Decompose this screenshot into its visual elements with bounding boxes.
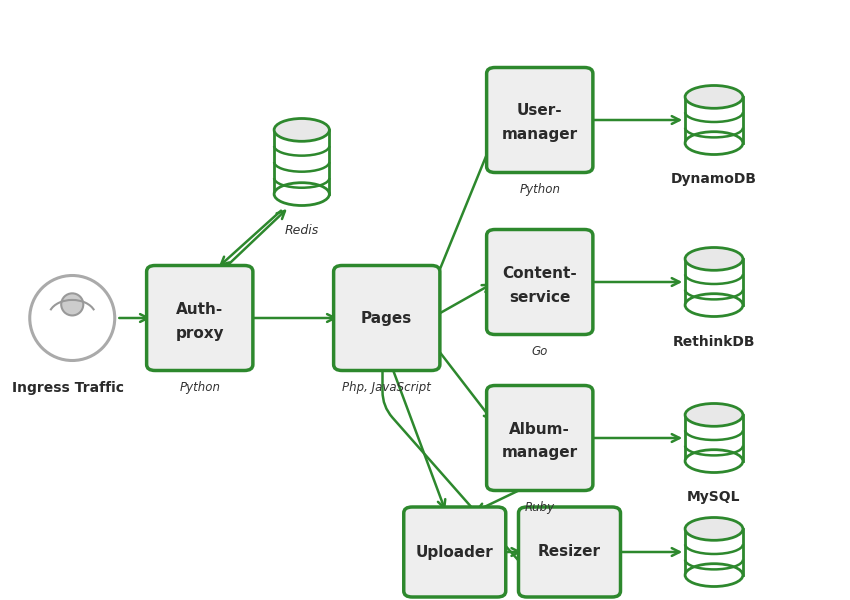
Text: Ruby: Ruby bbox=[524, 502, 555, 514]
Text: Pages: Pages bbox=[361, 311, 412, 325]
Bar bbox=[685, 529, 743, 575]
Text: Ingress Traffic: Ingress Traffic bbox=[12, 381, 124, 395]
Text: Go: Go bbox=[531, 346, 548, 358]
FancyBboxPatch shape bbox=[404, 507, 506, 597]
Text: Resizer: Resizer bbox=[538, 545, 601, 559]
Ellipse shape bbox=[685, 247, 743, 270]
Ellipse shape bbox=[30, 275, 115, 361]
Ellipse shape bbox=[274, 119, 329, 141]
Text: service: service bbox=[509, 289, 570, 304]
Text: Content-: Content- bbox=[502, 265, 577, 280]
FancyBboxPatch shape bbox=[486, 385, 592, 491]
Ellipse shape bbox=[685, 131, 743, 154]
Ellipse shape bbox=[274, 182, 329, 205]
FancyBboxPatch shape bbox=[486, 67, 592, 173]
Ellipse shape bbox=[685, 517, 743, 540]
Text: proxy: proxy bbox=[175, 325, 224, 341]
Text: Album-: Album- bbox=[509, 421, 570, 436]
Text: Auth-: Auth- bbox=[176, 301, 224, 317]
Bar bbox=[685, 259, 743, 305]
Ellipse shape bbox=[685, 564, 743, 587]
FancyBboxPatch shape bbox=[486, 230, 592, 335]
Text: Php, JavaScript: Php, JavaScript bbox=[343, 382, 431, 394]
FancyBboxPatch shape bbox=[333, 265, 440, 371]
Bar bbox=[685, 415, 743, 461]
Ellipse shape bbox=[685, 293, 743, 316]
Text: Uploader: Uploader bbox=[416, 545, 494, 559]
Ellipse shape bbox=[685, 450, 743, 473]
FancyBboxPatch shape bbox=[146, 265, 253, 371]
Bar bbox=[685, 97, 743, 143]
Text: Python: Python bbox=[519, 184, 560, 196]
Text: Python: Python bbox=[179, 382, 220, 394]
Bar bbox=[274, 130, 329, 194]
Text: User-: User- bbox=[517, 103, 563, 118]
Text: manager: manager bbox=[502, 445, 578, 461]
Text: manager: manager bbox=[502, 127, 578, 142]
Ellipse shape bbox=[685, 403, 743, 426]
Text: DynamoDB: DynamoDB bbox=[671, 173, 757, 187]
Ellipse shape bbox=[685, 85, 743, 108]
Text: RethinkDB: RethinkDB bbox=[672, 335, 756, 349]
Text: MySQL: MySQL bbox=[688, 491, 740, 505]
Text: Redis: Redis bbox=[285, 224, 319, 236]
Ellipse shape bbox=[61, 293, 83, 316]
FancyBboxPatch shape bbox=[518, 507, 620, 597]
